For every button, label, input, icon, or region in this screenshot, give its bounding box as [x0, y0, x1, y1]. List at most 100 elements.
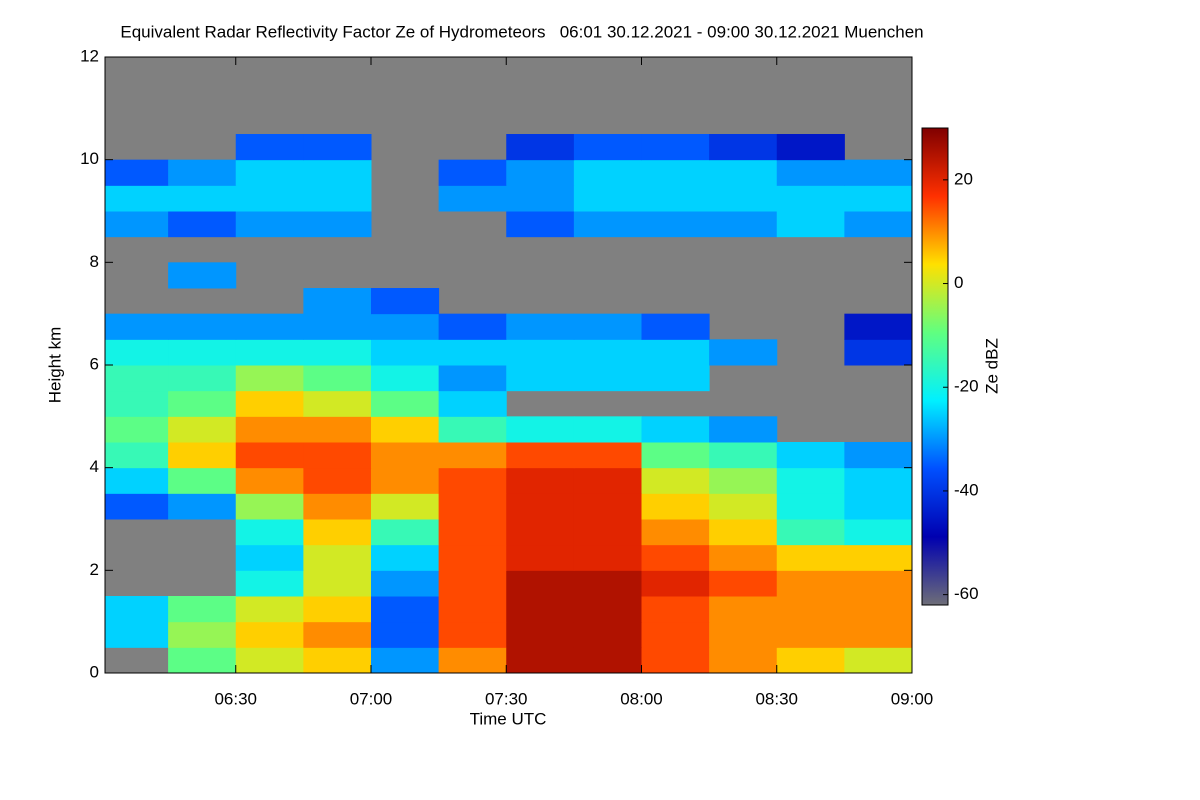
- heatmap-cell: [168, 313, 237, 340]
- heatmap-cell: [776, 442, 845, 469]
- colorbar-tick-label: -60: [954, 584, 979, 603]
- heatmap-cell: [709, 416, 778, 443]
- heatmap-cell: [105, 416, 169, 443]
- x-tick-label: 09:00: [891, 689, 934, 708]
- heatmap-cell: [105, 339, 169, 366]
- heatmap-cell: [573, 339, 642, 366]
- heatmap-cell: [573, 621, 642, 648]
- heatmap-cell: [303, 519, 372, 546]
- heatmap-cell: [168, 390, 237, 417]
- heatmap-cell: [168, 596, 237, 623]
- heatmap-cell: [844, 570, 913, 597]
- heatmap-cell: [105, 467, 169, 494]
- heatmap-cell: [235, 159, 304, 186]
- heatmap-cell: [105, 211, 169, 238]
- y-tick-label: 10: [80, 149, 99, 168]
- heatmap-cell: [709, 493, 778, 520]
- chart-title: Equivalent Radar Reflectivity Factor Ze …: [120, 22, 923, 41]
- heatmap-cell: [573, 211, 642, 238]
- heatmap-cell: [709, 339, 778, 366]
- heatmap-cell: [641, 647, 710, 674]
- heatmap-cell: [235, 442, 304, 469]
- heatmap-cell: [235, 390, 304, 417]
- heatmap-cell: [641, 159, 710, 186]
- heatmap-cell: [235, 519, 304, 546]
- heatmap-cell: [641, 211, 710, 238]
- heatmap-cell: [303, 185, 372, 212]
- heatmap-cell: [105, 159, 169, 186]
- heatmap-cell: [438, 570, 507, 597]
- heatmap-cell: [844, 442, 913, 469]
- heatmap-cell: [641, 519, 710, 546]
- y-tick-label: 6: [90, 354, 99, 373]
- colorbar-tick-label: 0: [954, 273, 963, 292]
- heatmap-cell: [506, 416, 575, 443]
- y-tick-label: 8: [90, 252, 99, 271]
- colorbar-label: Ze dBZ: [982, 338, 1001, 394]
- heatmap-cell: [235, 339, 304, 366]
- heatmap-cell: [573, 313, 642, 340]
- heatmap-cell: [776, 519, 845, 546]
- heatmap-cell: [303, 647, 372, 674]
- heatmap-cell: [776, 596, 845, 623]
- heatmap-cell: [105, 493, 169, 520]
- heatmap-cell: [438, 647, 507, 674]
- heatmap-cell: [641, 467, 710, 494]
- heatmap-cell: [105, 313, 169, 340]
- heatmap-cell: [235, 313, 304, 340]
- heatmap-cell: [506, 339, 575, 366]
- heatmap-cell: [776, 185, 845, 212]
- y-tick-label: 4: [90, 457, 99, 476]
- heatmap-cell: [573, 185, 642, 212]
- heatmap-cell: [370, 416, 440, 443]
- heatmap-cell: [641, 570, 710, 597]
- heatmap-cell: [573, 570, 642, 597]
- heatmap-cell: [168, 416, 237, 443]
- heatmap-cell: [776, 544, 845, 571]
- heatmap-cell: [105, 365, 169, 392]
- heatmap-cell: [776, 621, 845, 648]
- colorbar: [921, 127, 949, 606]
- heatmap-cell: [438, 339, 507, 366]
- heatmap-cell: [235, 416, 304, 443]
- heatmap-cell: [370, 544, 440, 571]
- heatmap-cell: [641, 339, 710, 366]
- x-tick-label: 07:30: [485, 689, 528, 708]
- heatmap-cell: [573, 159, 642, 186]
- heatmap-cell: [438, 313, 507, 340]
- heatmap-cell: [844, 596, 913, 623]
- heatmap-cell: [235, 467, 304, 494]
- heatmap-cell: [506, 544, 575, 571]
- heatmap-cell: [709, 134, 778, 161]
- heatmap-cell: [168, 262, 237, 289]
- heatmap-cell: [303, 134, 372, 161]
- heatmap-cell: [235, 570, 304, 597]
- heatmap-cell: [235, 185, 304, 212]
- heatmap-cell: [641, 365, 710, 392]
- heatmap-cell: [303, 365, 372, 392]
- heatmap-cell: [573, 493, 642, 520]
- heatmap-cell: [573, 365, 642, 392]
- heatmap-cell: [235, 134, 304, 161]
- heatmap-cell: [776, 467, 845, 494]
- heatmap-cell: [370, 365, 440, 392]
- heatmap-cell: [506, 519, 575, 546]
- heatmap-cell: [303, 493, 372, 520]
- x-tick-label: 06:30: [214, 689, 257, 708]
- heatmap-cell: [776, 493, 845, 520]
- heatmap-cell: [709, 544, 778, 571]
- heatmap-cell: [844, 339, 913, 366]
- heatmap-cell: [235, 596, 304, 623]
- heatmap-cell: [168, 467, 237, 494]
- heatmap-cell: [235, 211, 304, 238]
- heatmap-cell: [573, 544, 642, 571]
- heatmap-cell: [506, 621, 575, 648]
- y-tick-label: 0: [90, 662, 99, 681]
- heatmap-cell: [709, 621, 778, 648]
- heatmap-cell: [370, 390, 440, 417]
- heatmap-cell: [168, 159, 237, 186]
- heatmap-cell: [506, 570, 575, 597]
- heatmap-cell: [105, 185, 169, 212]
- heatmap-cell: [709, 596, 778, 623]
